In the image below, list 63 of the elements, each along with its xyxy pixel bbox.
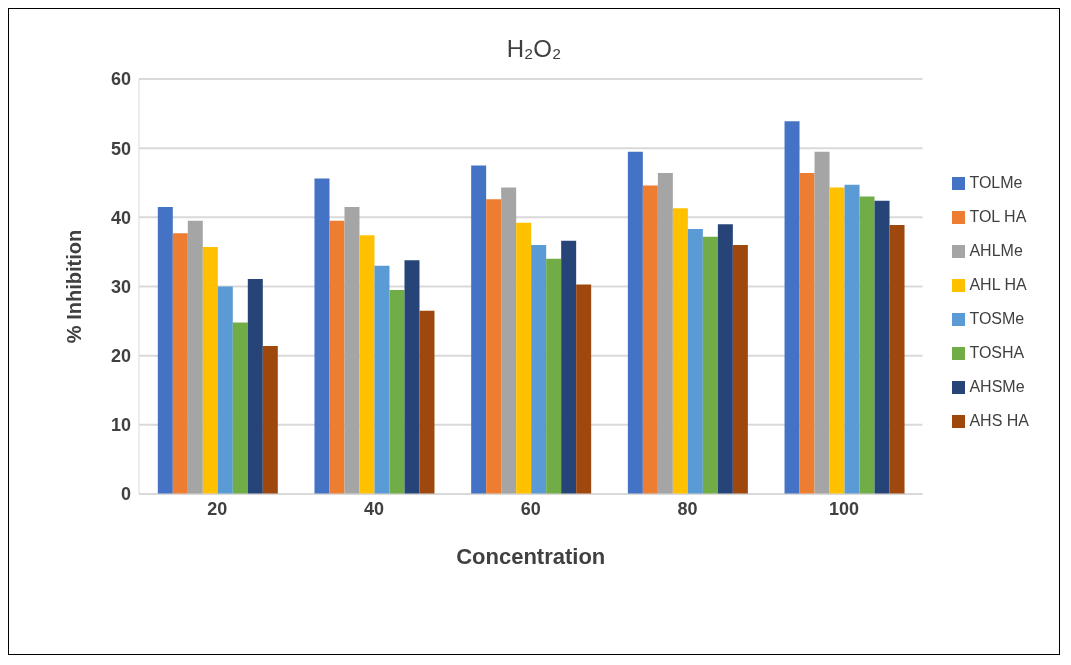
bar [799, 173, 815, 494]
legend-label: AHLMe [969, 241, 1023, 259]
bar [471, 165, 487, 494]
x-axis-title: Concentration [456, 544, 606, 569]
legend-label: AHL HA [969, 275, 1027, 293]
bar [844, 184, 860, 494]
y-tick-label: 60 [110, 69, 131, 90]
bar [889, 224, 905, 494]
bar [389, 289, 405, 494]
bar [814, 151, 830, 494]
legend-label: AHS HA [969, 411, 1029, 429]
legend-label: AHSMe [969, 377, 1025, 395]
bar [627, 151, 643, 494]
bar [672, 208, 688, 494]
bar [501, 187, 517, 494]
bar [576, 284, 592, 494]
bar [687, 229, 703, 494]
legend-label: TOLMe [969, 173, 1023, 191]
bar [419, 310, 435, 494]
y-axis-title: % Inhibition [63, 229, 86, 344]
chart-title: H₂O₂ [506, 35, 562, 62]
x-tick-label: 40 [364, 498, 385, 519]
y-tick-label: 40 [110, 207, 131, 228]
bar [374, 265, 390, 494]
x-tick-label: 100 [829, 498, 860, 519]
bar [202, 247, 218, 494]
bar [717, 224, 733, 494]
bar [172, 233, 188, 494]
bar [702, 236, 718, 494]
x-tick-label: 60 [520, 498, 541, 519]
bar [486, 199, 502, 494]
bar [329, 220, 345, 494]
legend-label: TOSHA [969, 343, 1025, 361]
x-tick-label: 80 [677, 498, 698, 519]
bar [247, 278, 263, 494]
bar [732, 245, 748, 494]
bar [404, 260, 420, 494]
bar [344, 206, 360, 494]
bar [516, 222, 532, 494]
bar [784, 121, 800, 494]
y-tick-label: 0 [120, 484, 131, 505]
bar [859, 196, 875, 494]
bar [531, 245, 547, 494]
bar [359, 235, 375, 494]
bar [829, 187, 845, 494]
bar [314, 178, 330, 494]
bar [546, 258, 562, 494]
bar [232, 322, 248, 494]
bar [657, 173, 673, 494]
bar [561, 240, 577, 494]
y-tick-label: 50 [110, 138, 131, 159]
bar [217, 286, 233, 494]
bar [187, 220, 203, 494]
x-tick-label: 20 [207, 498, 228, 519]
bar [874, 200, 890, 494]
y-tick-label: 30 [110, 276, 131, 297]
bar [157, 206, 173, 494]
bar [642, 185, 658, 494]
legend-label: TOSMe [969, 309, 1025, 327]
bar [262, 345, 278, 494]
y-tick-label: 20 [110, 346, 131, 367]
y-tick-label: 10 [110, 415, 131, 436]
legend-label: TOL HA [969, 207, 1027, 225]
